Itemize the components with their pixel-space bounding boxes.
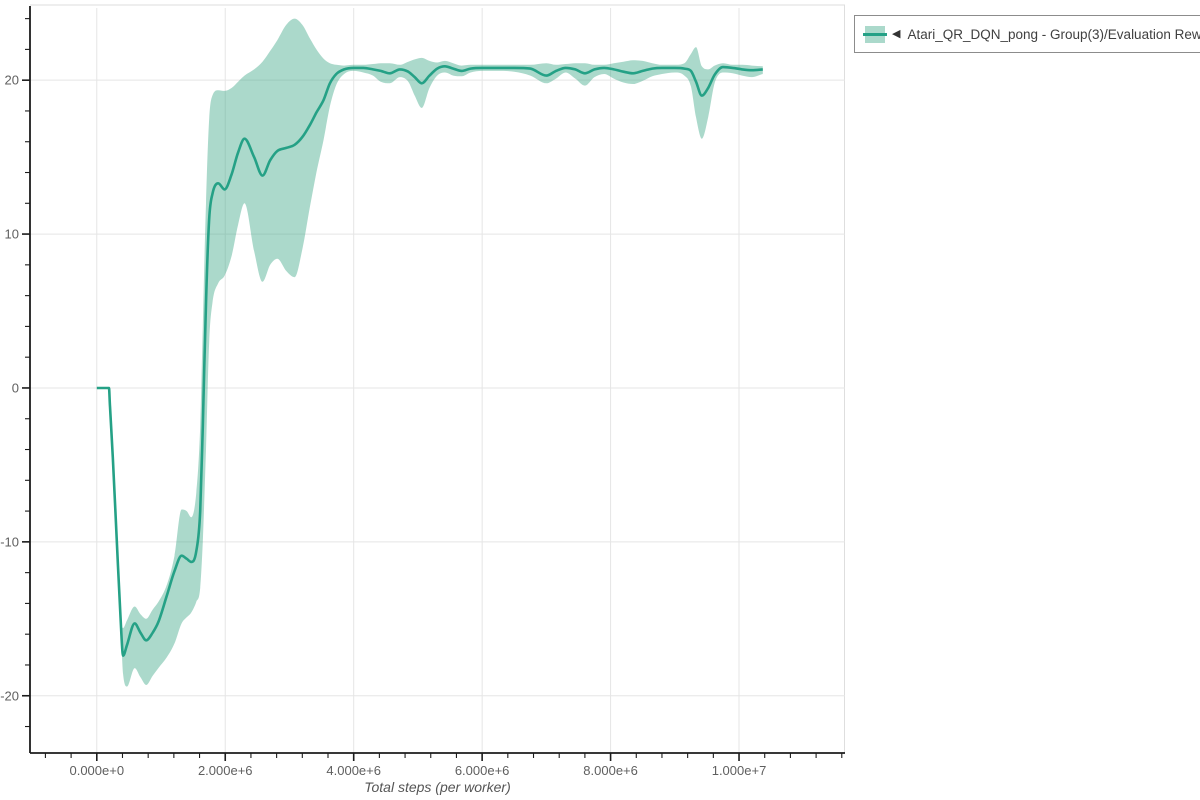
x-tick-label: 2.000e+6	[198, 763, 253, 778]
y-axis-ticks	[22, 18, 30, 728]
y-tick-label: -10	[0, 534, 19, 549]
gridlines	[30, 8, 845, 753]
x-axis-ticks	[44, 753, 843, 761]
y-tick-label: 20	[5, 73, 19, 88]
x-tick-label: 6.000e+6	[455, 763, 510, 778]
legend-item[interactable]: ◀ Atari_QR_DQN_pong - Group(3)/Evaluatio…	[854, 15, 1200, 53]
axes	[29, 6, 845, 754]
x-tick-label: 1.000e+7	[712, 763, 767, 778]
x-tick-label: 0.000e+0	[69, 763, 124, 778]
y-tick-label: -20	[0, 688, 19, 703]
x-axis-title: Total steps (per worker)	[364, 779, 511, 795]
legend-band-swatch	[863, 25, 887, 43]
mean-line	[96, 65, 763, 657]
legend-mute-toggle-icon: ◀	[892, 27, 901, 40]
y-tick-label: 10	[5, 227, 19, 242]
plot-outline	[30, 4, 845, 753]
legend-label: Atari_QR_DQN_pong - Group(3)/Evaluation …	[907, 26, 1200, 42]
y-tick-labels: -20 -10 0 10 20	[0, 73, 19, 704]
x-tick-label: 4.000e+6	[326, 763, 381, 778]
x-tick-label: 8.000e+6	[583, 763, 638, 778]
y-tick-label: 0	[12, 380, 19, 395]
confidence-band	[96, 18, 763, 687]
legend-line-swatch	[863, 32, 887, 36]
x-tick-labels: 0.000e+0 2.000e+6 4.000e+6 6.000e+6 8.000e+6…	[69, 763, 766, 778]
